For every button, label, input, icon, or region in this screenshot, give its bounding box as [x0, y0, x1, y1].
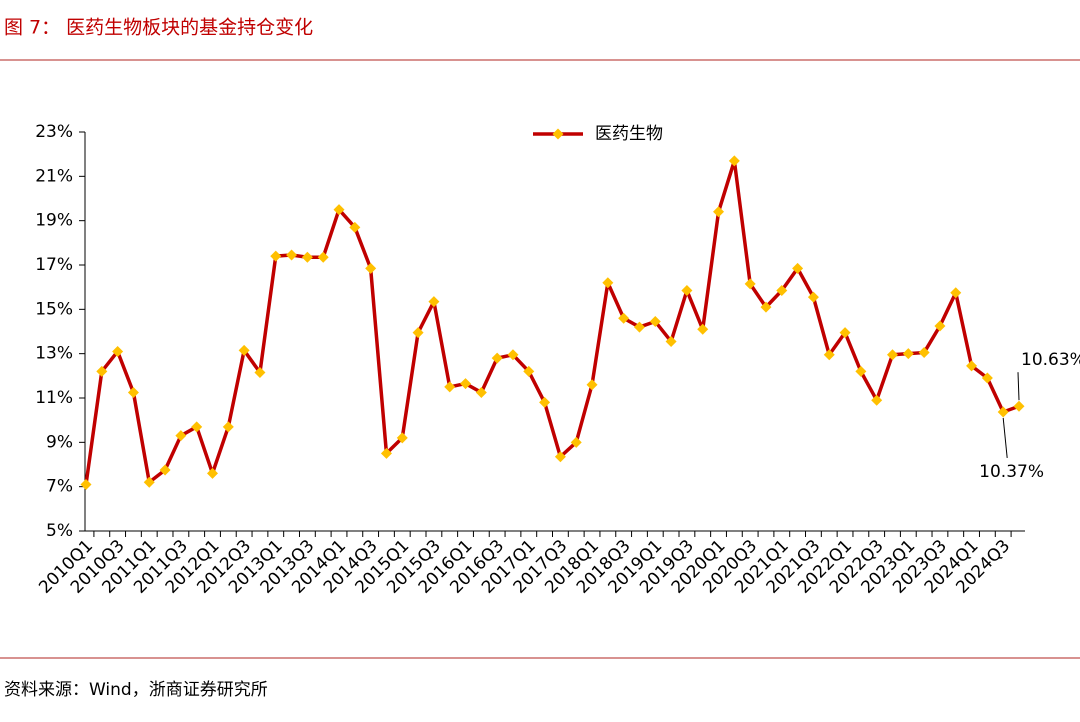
point-marker — [80, 478, 92, 490]
point-marker — [966, 360, 978, 372]
point-marker — [586, 379, 598, 391]
legend-label: 医药生物 — [595, 124, 663, 144]
point-marker — [744, 278, 756, 290]
point-marker — [760, 301, 772, 313]
data-label: 10.63% — [1021, 350, 1080, 370]
point-marker — [286, 249, 298, 261]
point-marker — [491, 352, 503, 364]
y-tick-label: 23% — [35, 122, 73, 142]
label-leader — [1017, 372, 1020, 401]
point-marker — [112, 345, 124, 357]
point-marker — [96, 365, 108, 377]
y-tick-label: 19% — [35, 211, 73, 231]
point-marker — [301, 251, 313, 263]
point-marker — [618, 312, 630, 324]
point-marker — [365, 262, 377, 274]
point-marker — [934, 320, 946, 332]
point-marker — [444, 381, 456, 393]
point-marker — [554, 451, 566, 463]
point-marker — [855, 365, 867, 377]
point-marker — [222, 421, 234, 433]
point-marker — [776, 284, 788, 296]
point-marker — [207, 467, 219, 479]
point-marker — [523, 365, 535, 377]
point-marker — [396, 432, 408, 444]
point-marker — [317, 251, 329, 263]
point-marker — [792, 262, 804, 274]
point-marker — [127, 386, 139, 398]
point-marker — [633, 321, 645, 333]
point-marker — [839, 327, 851, 339]
point-marker — [175, 430, 187, 442]
point-marker — [997, 406, 1009, 418]
y-tick-label: 5% — [46, 521, 73, 541]
point-marker — [143, 476, 155, 488]
y-tick-label: 15% — [35, 299, 73, 319]
y-tick-label: 11% — [35, 388, 73, 408]
point-marker — [871, 394, 883, 406]
point-marker — [333, 204, 345, 216]
label-leader — [1002, 417, 1008, 459]
point-marker — [507, 349, 519, 361]
point-marker — [649, 316, 661, 328]
point-marker — [270, 250, 282, 262]
point-marker — [602, 277, 614, 289]
point-marker — [570, 436, 582, 448]
point-marker — [475, 386, 487, 398]
point-marker — [539, 396, 551, 408]
point-marker — [428, 296, 440, 308]
y-tick-label: 17% — [35, 255, 73, 275]
point-marker — [728, 155, 740, 167]
point-marker — [460, 378, 472, 390]
point-marker — [697, 323, 709, 335]
point-marker — [902, 348, 914, 360]
point-marker — [191, 421, 203, 433]
y-tick-label: 9% — [46, 432, 73, 452]
point-marker — [823, 349, 835, 361]
y-tick-label: 7% — [46, 477, 73, 497]
point-marker — [412, 327, 424, 339]
point-marker — [159, 464, 171, 476]
point-marker — [918, 347, 930, 359]
chart-title: 图 7： 医药生物板块的基金持仓变化 — [4, 17, 313, 39]
source-note: 资料来源：Wind，浙商证券研究所 — [4, 680, 268, 700]
point-marker — [1013, 400, 1025, 412]
point-marker — [713, 206, 725, 218]
point-marker — [349, 221, 361, 233]
y-tick-label: 13% — [35, 344, 73, 364]
point-marker — [254, 367, 266, 379]
point-marker — [665, 335, 677, 347]
data-label: 10.37% — [979, 462, 1044, 482]
point-marker — [886, 349, 898, 361]
point-marker — [380, 447, 392, 459]
series-line — [84, 159, 1020, 485]
point-marker — [981, 372, 993, 384]
y-tick-label: 21% — [35, 166, 73, 186]
legend-marker — [552, 128, 564, 140]
point-marker — [681, 284, 693, 296]
point-marker — [807, 291, 819, 303]
point-marker — [950, 287, 962, 299]
point-marker — [238, 344, 250, 356]
